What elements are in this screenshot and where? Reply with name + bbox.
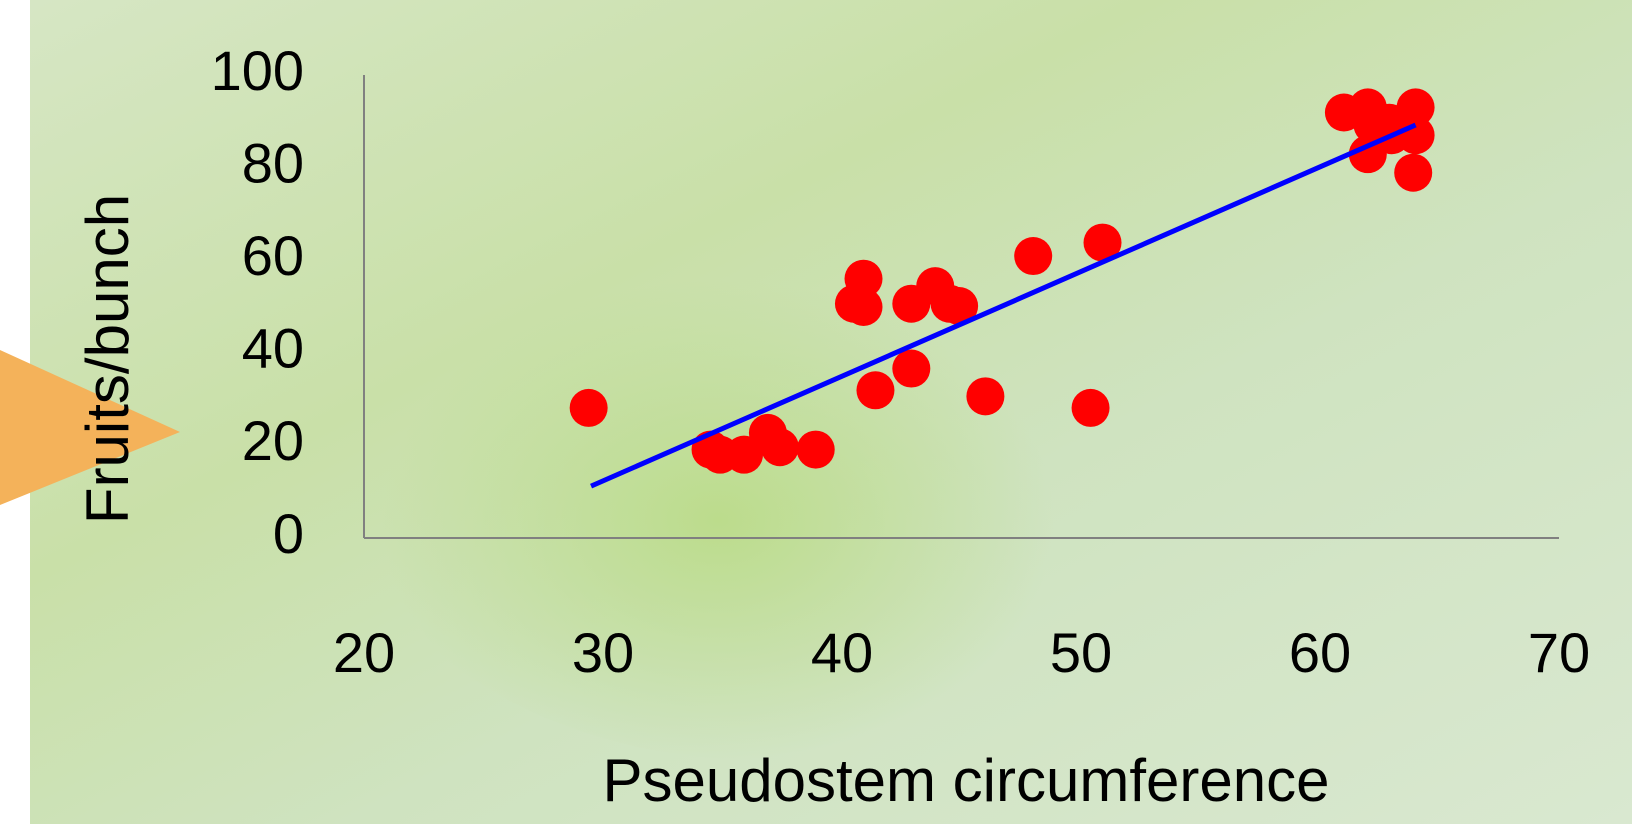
x-tick-label: 40 [811, 621, 873, 684]
y-axis-title: Fruits/bunch [74, 194, 141, 524]
scatter-point [797, 431, 835, 469]
scatter-point [1014, 237, 1052, 275]
scatter-point [570, 389, 608, 427]
x-axis-title: Pseudostem circumference [603, 747, 1330, 814]
x-tick-label: 30 [572, 621, 634, 684]
scatter-point [966, 377, 1004, 415]
y-tick-label: 20 [242, 409, 304, 472]
scatter-point [761, 428, 799, 466]
y-tick-label: 60 [242, 224, 304, 287]
scatter-point [856, 371, 894, 409]
scatter-point [845, 288, 883, 326]
y-tick-label: 80 [242, 131, 304, 194]
x-tick-label: 50 [1050, 621, 1112, 684]
x-tick-label: 20 [333, 621, 395, 684]
scatter-point [892, 350, 930, 388]
y-tick-label: 40 [242, 317, 304, 380]
chart: 0 20 40 60 80 100 20 30 40 50 60 70 Pseudostem circ… [0, 0, 1632, 824]
x-tick-label: 60 [1289, 621, 1351, 684]
y-tick-label: 0 [273, 502, 304, 565]
y-tick-label: 100 [211, 39, 304, 102]
x-tick-label: 70 [1528, 621, 1590, 684]
scatter-point [1394, 154, 1432, 192]
scatter-point [1072, 389, 1110, 427]
